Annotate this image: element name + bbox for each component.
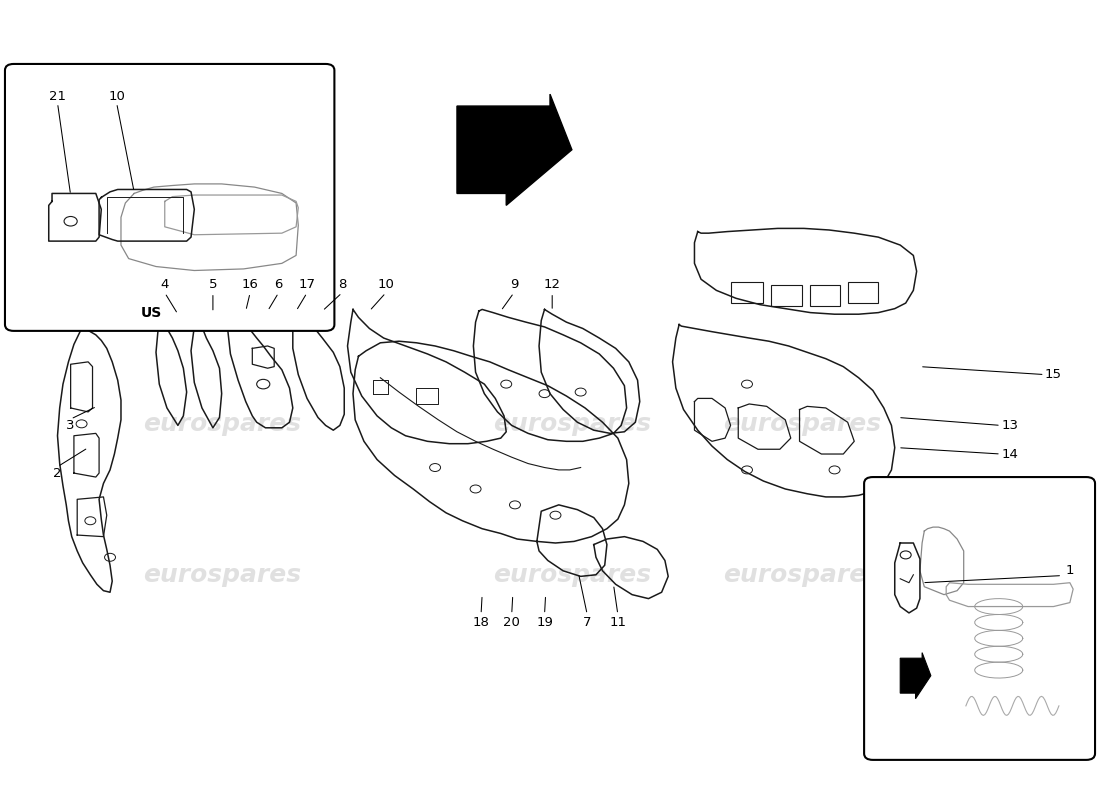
Text: 21: 21 — [50, 90, 66, 103]
Text: 1: 1 — [1066, 564, 1074, 578]
Text: 11: 11 — [609, 616, 626, 629]
Text: 18: 18 — [473, 616, 490, 629]
Text: 15: 15 — [1045, 368, 1062, 381]
Text: eurospares: eurospares — [723, 562, 881, 586]
Text: 14: 14 — [1001, 447, 1019, 461]
Text: 12: 12 — [543, 278, 561, 291]
FancyBboxPatch shape — [6, 64, 334, 331]
Text: eurospares: eurospares — [143, 412, 300, 436]
Text: 6: 6 — [274, 278, 283, 291]
Text: eurospares: eurospares — [493, 562, 651, 586]
Polygon shape — [456, 94, 572, 206]
Text: 10: 10 — [377, 278, 394, 291]
Text: 9: 9 — [509, 278, 518, 291]
Text: 16: 16 — [242, 278, 258, 291]
Text: 17: 17 — [298, 278, 316, 291]
FancyBboxPatch shape — [865, 477, 1094, 760]
Text: 7: 7 — [583, 616, 592, 629]
Text: eurospares: eurospares — [493, 412, 651, 436]
Text: US: US — [141, 306, 162, 321]
Text: 20: 20 — [504, 616, 520, 629]
Text: eurospares: eurospares — [723, 412, 881, 436]
Text: 19: 19 — [536, 616, 553, 629]
Text: 10: 10 — [108, 90, 125, 103]
Text: 4: 4 — [161, 278, 169, 291]
Text: 13: 13 — [1001, 419, 1019, 432]
Text: 8: 8 — [338, 278, 346, 291]
Polygon shape — [900, 653, 931, 698]
Text: 2: 2 — [53, 466, 62, 479]
Text: eurospares: eurospares — [143, 562, 300, 586]
Text: 3: 3 — [66, 419, 75, 432]
Text: 5: 5 — [209, 278, 217, 291]
